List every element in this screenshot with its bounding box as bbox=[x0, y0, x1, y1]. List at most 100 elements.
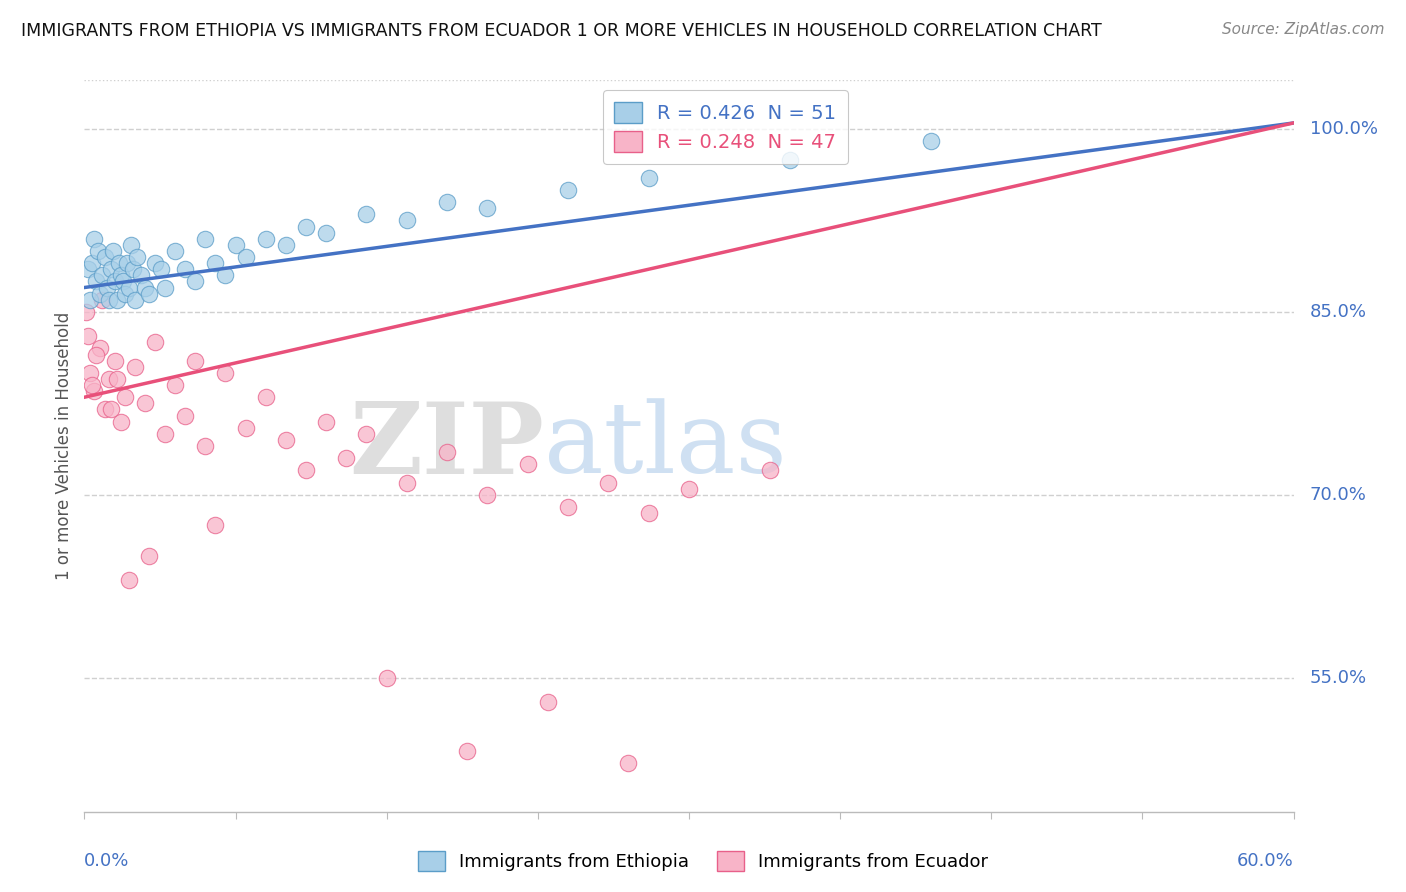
Point bbox=[129, 268, 152, 283]
Point bbox=[153, 426, 176, 441]
Text: 0.0%: 0.0% bbox=[84, 852, 129, 870]
Point bbox=[477, 488, 499, 502]
Point bbox=[153, 280, 176, 294]
Point bbox=[184, 274, 207, 288]
Point bbox=[214, 366, 236, 380]
Point bbox=[204, 256, 226, 270]
Point bbox=[395, 213, 418, 227]
Point bbox=[82, 378, 104, 392]
Point bbox=[91, 293, 114, 307]
Point bbox=[105, 372, 128, 386]
Point bbox=[174, 262, 197, 277]
Point bbox=[83, 232, 105, 246]
Point bbox=[77, 262, 100, 277]
Point bbox=[100, 262, 122, 277]
Point bbox=[118, 280, 141, 294]
Point bbox=[295, 463, 318, 477]
Point bbox=[105, 293, 128, 307]
Point bbox=[637, 170, 659, 185]
Point bbox=[86, 347, 108, 362]
Point bbox=[477, 201, 499, 215]
Point bbox=[143, 335, 166, 350]
Point bbox=[235, 250, 257, 264]
Point bbox=[83, 384, 105, 398]
Point bbox=[149, 262, 172, 277]
Text: 70.0%: 70.0% bbox=[1309, 486, 1367, 504]
Point bbox=[100, 402, 122, 417]
Point bbox=[637, 506, 659, 520]
Point bbox=[295, 219, 318, 234]
Point bbox=[174, 409, 197, 423]
Point bbox=[82, 256, 104, 270]
Point bbox=[184, 353, 207, 368]
Point bbox=[395, 475, 418, 490]
Point bbox=[93, 250, 115, 264]
Point bbox=[254, 232, 277, 246]
Point bbox=[516, 457, 538, 471]
Point bbox=[557, 500, 579, 514]
Point bbox=[91, 268, 114, 283]
Point bbox=[335, 451, 357, 466]
Point bbox=[598, 475, 620, 490]
Point bbox=[86, 274, 108, 288]
Point bbox=[235, 420, 257, 434]
Point bbox=[274, 433, 297, 447]
Point bbox=[77, 329, 100, 343]
Point bbox=[110, 268, 132, 283]
Legend: Immigrants from Ethiopia, Immigrants from Ecuador: Immigrants from Ethiopia, Immigrants fro… bbox=[411, 844, 995, 879]
Point bbox=[89, 342, 111, 356]
Text: 100.0%: 100.0% bbox=[1309, 120, 1378, 138]
Point bbox=[143, 256, 166, 270]
Point bbox=[104, 353, 127, 368]
Point bbox=[274, 238, 297, 252]
Point bbox=[165, 378, 187, 392]
Point bbox=[111, 274, 134, 288]
Point bbox=[124, 359, 146, 374]
Point bbox=[79, 293, 101, 307]
Point bbox=[107, 256, 129, 270]
Point bbox=[436, 195, 458, 210]
Point bbox=[194, 232, 217, 246]
Point bbox=[436, 445, 458, 459]
Point bbox=[87, 244, 110, 258]
Text: 55.0%: 55.0% bbox=[1309, 669, 1367, 687]
Point bbox=[194, 439, 217, 453]
Point bbox=[110, 415, 132, 429]
Point bbox=[315, 226, 337, 240]
Point bbox=[758, 463, 780, 477]
Text: ZIP: ZIP bbox=[349, 398, 544, 494]
Text: IMMIGRANTS FROM ETHIOPIA VS IMMIGRANTS FROM ECUADOR 1 OR MORE VEHICLES IN HOUSEH: IMMIGRANTS FROM ETHIOPIA VS IMMIGRANTS F… bbox=[21, 22, 1102, 40]
Point bbox=[204, 518, 226, 533]
Point bbox=[101, 244, 124, 258]
Point bbox=[138, 549, 160, 563]
Text: 85.0%: 85.0% bbox=[1309, 303, 1367, 321]
Point bbox=[315, 415, 337, 429]
Text: Source: ZipAtlas.com: Source: ZipAtlas.com bbox=[1222, 22, 1385, 37]
Point bbox=[114, 390, 136, 404]
Point bbox=[118, 573, 141, 587]
Point bbox=[225, 238, 247, 252]
Point bbox=[254, 390, 277, 404]
Point bbox=[557, 183, 579, 197]
Point bbox=[96, 280, 118, 294]
Point bbox=[537, 695, 560, 709]
Point bbox=[920, 134, 942, 148]
Legend: R = 0.426  N = 51, R = 0.248  N = 47: R = 0.426 N = 51, R = 0.248 N = 47 bbox=[603, 90, 848, 163]
Point bbox=[356, 426, 378, 441]
Point bbox=[79, 366, 101, 380]
Point bbox=[138, 286, 160, 301]
Text: atlas: atlas bbox=[544, 398, 786, 494]
Point bbox=[89, 286, 111, 301]
Point bbox=[115, 256, 138, 270]
Point bbox=[97, 293, 120, 307]
Point bbox=[104, 274, 127, 288]
Text: 60.0%: 60.0% bbox=[1237, 852, 1294, 870]
Point bbox=[97, 372, 120, 386]
Point bbox=[165, 244, 187, 258]
Point bbox=[134, 280, 156, 294]
Point bbox=[93, 402, 115, 417]
Point bbox=[134, 396, 156, 410]
Y-axis label: 1 or more Vehicles in Household: 1 or more Vehicles in Household bbox=[55, 312, 73, 580]
Point bbox=[678, 482, 700, 496]
Point bbox=[779, 153, 801, 167]
